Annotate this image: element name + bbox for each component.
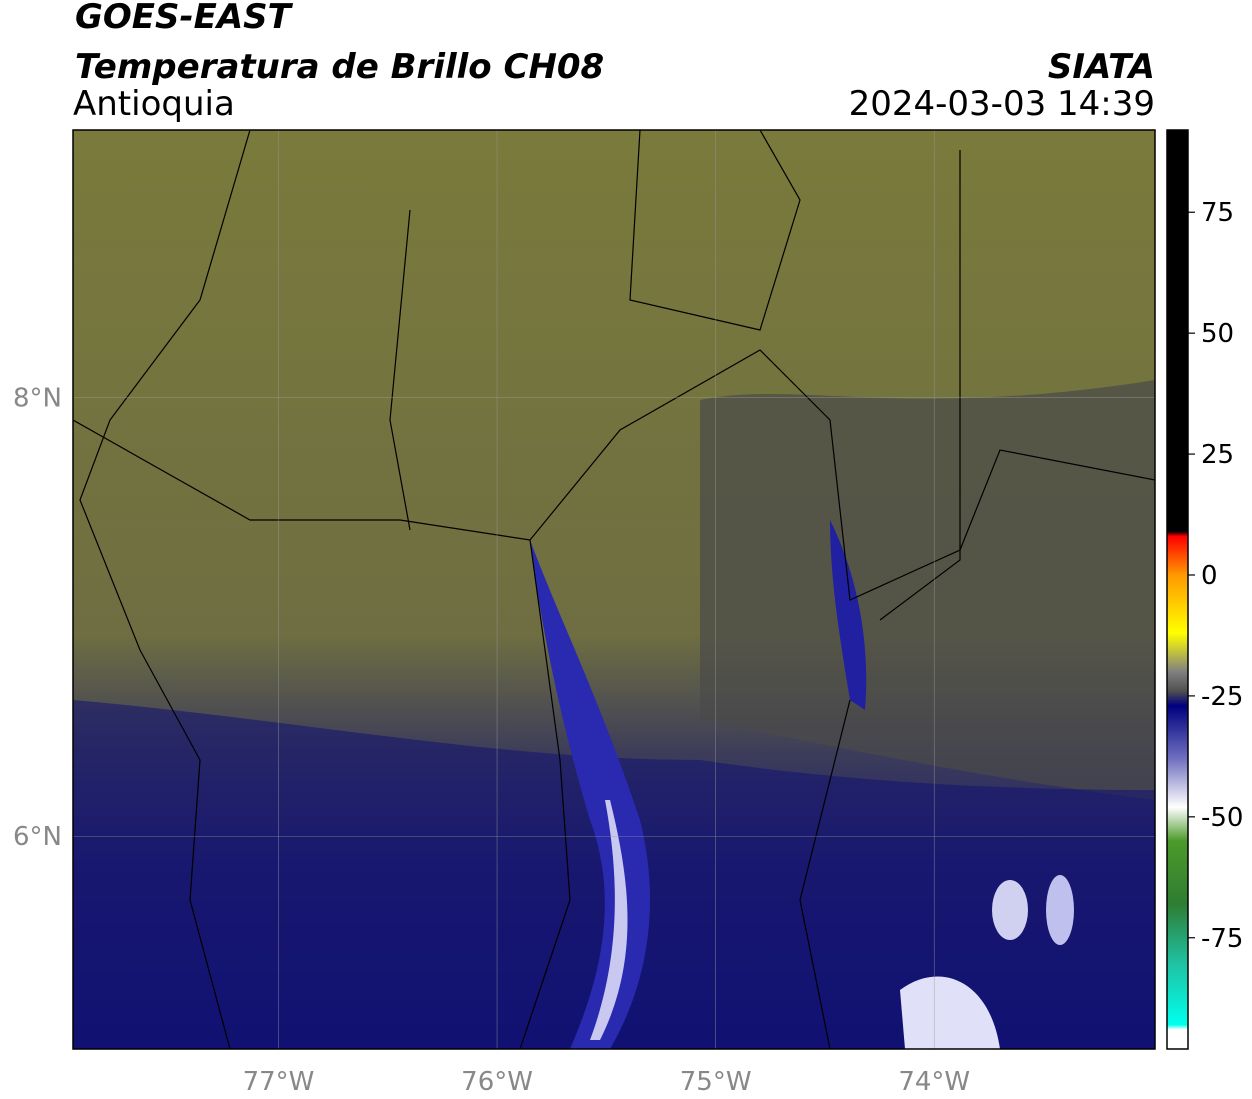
colorbar-tick-label: -50 bbox=[1201, 803, 1243, 833]
datetime: 2024-03-03 14:39 bbox=[849, 84, 1155, 124]
colorbar-axis: 75 50 25 0 -25 -50 -75 bbox=[1188, 198, 1243, 954]
x-tick-label: 74°W bbox=[898, 1067, 970, 1097]
y-tick-label: 8°N bbox=[13, 384, 62, 414]
colorbar-tick-label: -75 bbox=[1201, 924, 1243, 954]
subtitle: Temperatura de Brillo CH08 bbox=[75, 47, 604, 87]
region: Antioquia bbox=[73, 84, 235, 124]
source: SIATA bbox=[1048, 47, 1155, 87]
colorbar-tick-label: 25 bbox=[1201, 440, 1234, 470]
y-tick-label: 6°N bbox=[13, 822, 62, 852]
x-tick-label: 75°W bbox=[680, 1067, 752, 1097]
colorbar-tick-label: 75 bbox=[1201, 198, 1234, 228]
colorbar-tick-label: 50 bbox=[1201, 319, 1234, 349]
colorbar bbox=[1166, 129, 1189, 1050]
map-frame bbox=[72, 129, 1156, 1050]
x-tick-label: 77°W bbox=[243, 1067, 315, 1097]
map-image bbox=[73, 130, 1155, 1049]
title: GOES-EAST bbox=[75, 0, 294, 37]
colorbar-tick-label: 0 bbox=[1201, 561, 1218, 591]
x-tick-label: 76°W bbox=[461, 1067, 533, 1097]
colorbar-tick-label: -25 bbox=[1201, 682, 1243, 712]
